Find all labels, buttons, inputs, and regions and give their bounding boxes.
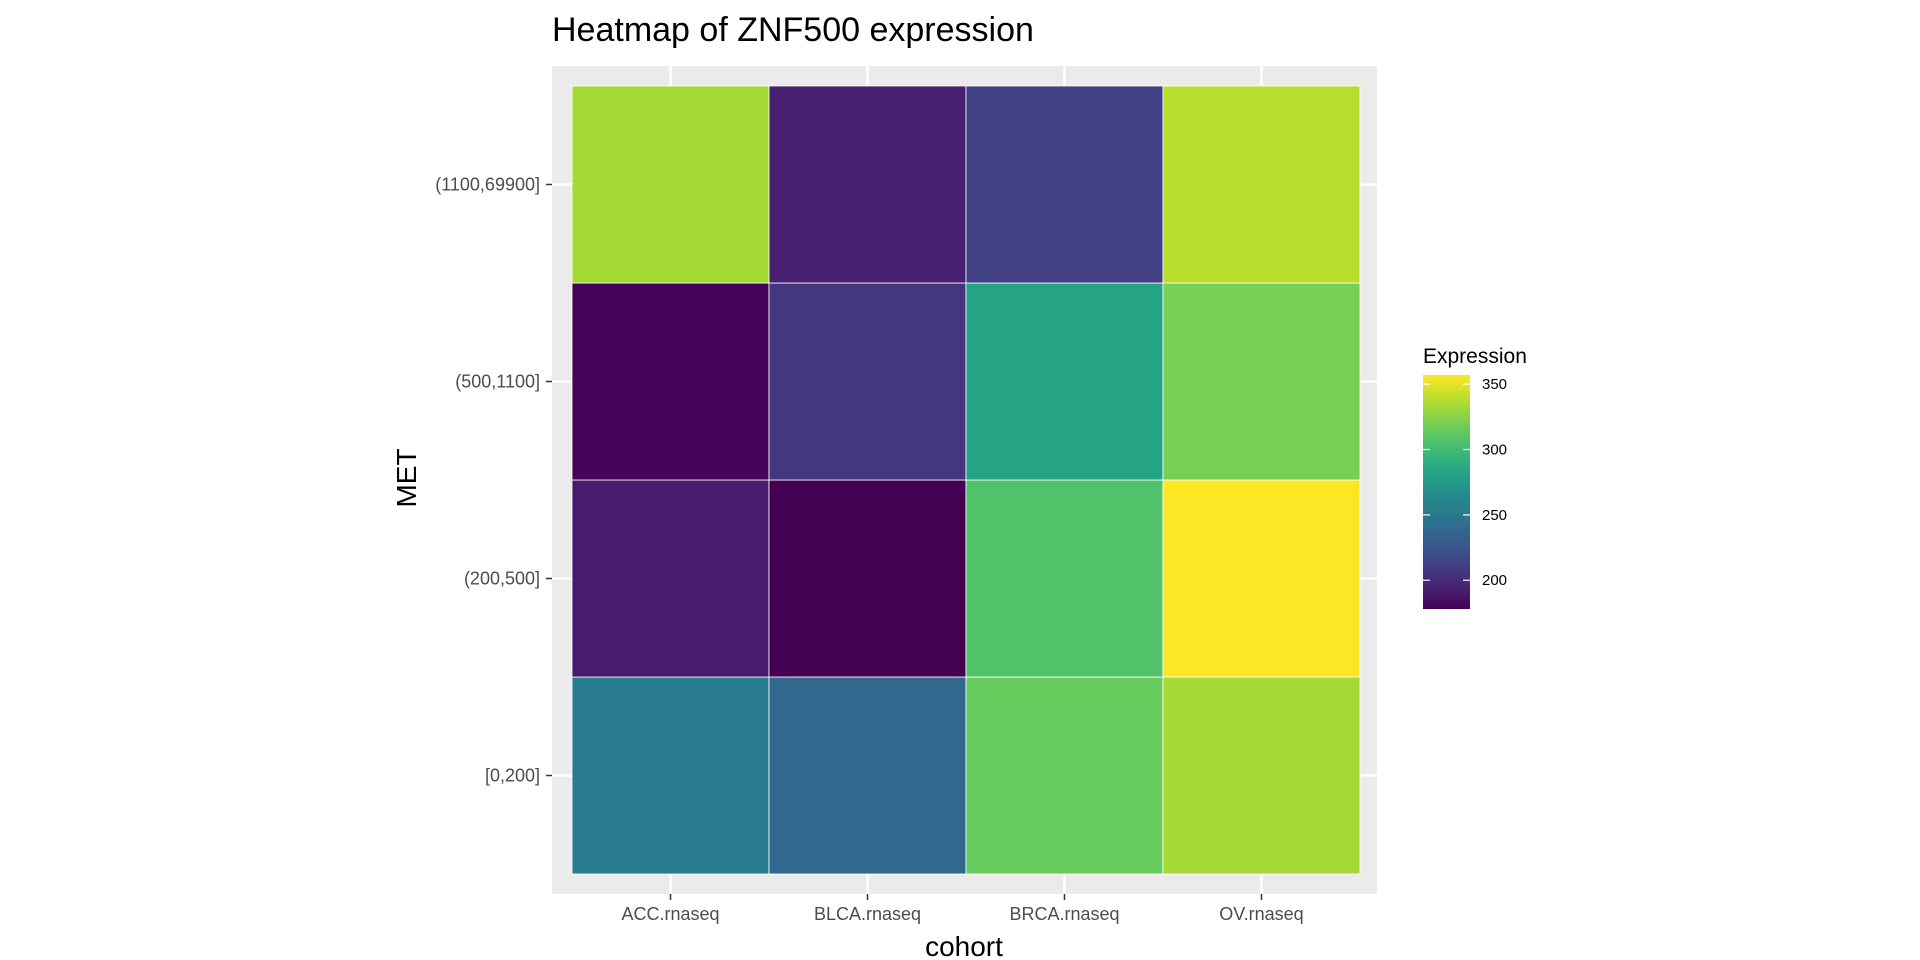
y-tick-label: [0,200]: [485, 766, 540, 786]
x-tick-label: BRCA.rnaseq: [1009, 904, 1119, 924]
heatmap-tile: [965, 479, 1164, 678]
y-axis-ticks: [0,200] (200,500] (500,1100] (1100,69900]: [435, 175, 552, 786]
heatmap-tile: [965, 85, 1164, 284]
x-axis-ticks: ACC.rnaseq BLCA.rnaseq BRCA.rnaseq OV.rnase…: [621, 894, 1304, 924]
heatmap-tile: [571, 282, 770, 481]
y-tick-label: (500,1100]: [455, 372, 540, 392]
heatmap-tile: [571, 85, 770, 284]
legend-colorbar: [1423, 375, 1470, 609]
x-tick-label: OV.rnaseq: [1219, 904, 1303, 924]
heatmap-tile: [571, 676, 770, 875]
legend-tick-label: 250: [1482, 507, 1507, 524]
heatmap-tile: [1162, 282, 1361, 481]
y-axis-title: MET: [391, 448, 422, 507]
heatmap-tile: [965, 676, 1164, 875]
color-legend: Expression 200 250 300 350: [1423, 345, 1527, 609]
y-tick-label: (200,500]: [464, 569, 540, 589]
heatmap-tile: [768, 479, 967, 678]
x-axis-title: cohort: [925, 931, 1003, 960]
heatmap-tile: [1162, 479, 1361, 678]
heatmap-tile: [1162, 85, 1361, 284]
legend-tick-label: 200: [1482, 572, 1507, 589]
x-tick-label: BLCA.rnaseq: [814, 904, 921, 924]
heatmap-tile: [768, 282, 967, 481]
legend-title: Expression: [1423, 345, 1527, 368]
x-tick-label: ACC.rnaseq: [621, 904, 719, 924]
chart-title: Heatmap of ZNF500 expression: [552, 11, 1034, 49]
heatmap-tile: [571, 479, 770, 678]
heatmap-tile: [965, 282, 1164, 481]
heatmap-tile: [1162, 676, 1361, 875]
legend-tick-label: 300: [1482, 442, 1507, 459]
heatmap-tile: [768, 85, 967, 284]
heatmap-tile: [768, 676, 967, 875]
heatmap-tiles: [571, 85, 1361, 875]
legend-ticks: 200 250 300 350: [1423, 376, 1507, 589]
legend-tick-label: 350: [1482, 376, 1507, 393]
y-tick-label: (1100,69900]: [435, 175, 540, 195]
